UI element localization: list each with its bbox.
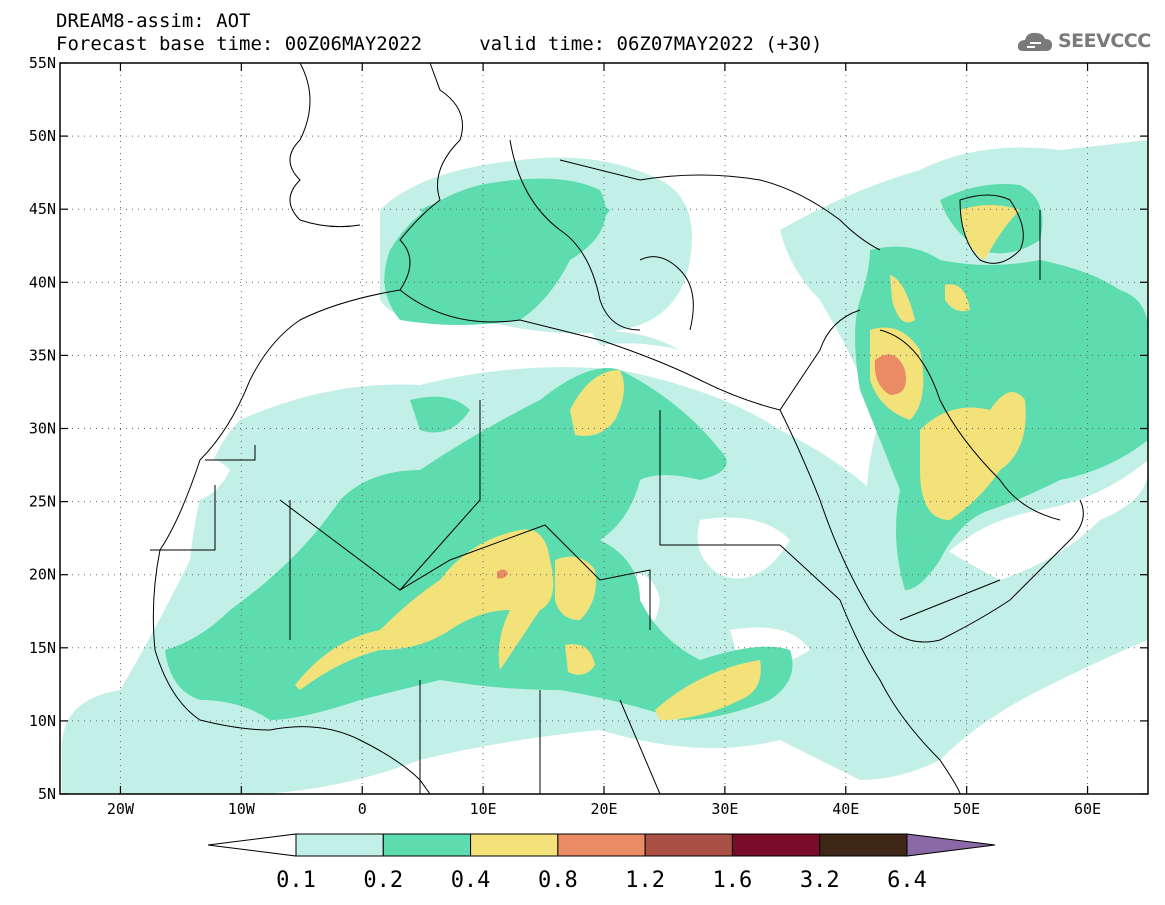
logo-text: SEEVCCC <box>1058 30 1151 52</box>
colorbar-low-triangle <box>207 833 297 857</box>
lon-label: 20W <box>107 800 135 818</box>
colorbar-label: 6.4 <box>887 868 927 893</box>
lon-label: 50E <box>953 800 980 818</box>
colorbar-label: 1.6 <box>712 868 753 893</box>
colorbar-segment <box>819 833 908 857</box>
lon-label: 20E <box>590 800 617 818</box>
colorbar-segment <box>295 833 384 857</box>
longitude-labels: 20W 10W 0 10E 20E 30E 40E 50E 60E <box>107 63 1101 818</box>
lat-label: 20N <box>29 566 56 584</box>
lon-label: 40E <box>832 800 859 818</box>
aot-field <box>61 140 1148 794</box>
cloud-logo-icon <box>1017 32 1052 51</box>
lat-label: 15N <box>29 639 56 657</box>
lat-label: 10N <box>29 712 56 730</box>
lat-label: 25N <box>29 493 56 511</box>
lat-label: 5N <box>38 785 56 803</box>
colorbar-segment <box>470 833 559 857</box>
lat-label: 35N <box>29 346 56 364</box>
title-line-2: Forecast base time: 00Z06MAY2022 valid t… <box>56 33 823 55</box>
colorbar-label: 0.8 <box>537 868 578 893</box>
colorbar-high-triangle <box>906 833 996 857</box>
colorbar-label: 3.2 <box>799 868 840 893</box>
colorbar-label: 0.4 <box>450 868 491 893</box>
colorbar-segment <box>644 833 733 857</box>
colorbar-segment <box>731 833 821 857</box>
lon-label: 60E <box>1074 800 1101 818</box>
lat-label: 30N <box>29 420 56 438</box>
latitude-labels: 5N 10N 15N 20N 25N 30N 35N 40N 45N 50N 55N <box>29 54 1148 803</box>
lon-label: 10E <box>470 800 497 818</box>
coastlines <box>150 63 1084 794</box>
colorbar-label: 0.2 <box>363 868 404 893</box>
colorbar <box>207 833 996 857</box>
lon-label: 0 <box>358 800 367 818</box>
title-line-1: DREAM8-assim: AOT <box>56 10 251 32</box>
lon-label: 10W <box>228 800 256 818</box>
colorbar-segment <box>382 833 472 857</box>
colorbar-label: 1.2 <box>625 868 666 893</box>
lon-label: 30E <box>711 800 738 818</box>
lat-label: 50N <box>29 127 56 145</box>
lat-label: 45N <box>29 200 56 218</box>
colorbar-segment <box>557 833 646 857</box>
colorbar-label: 0.1 <box>276 868 316 893</box>
lat-label: 55N <box>29 54 56 72</box>
lat-label: 40N <box>29 273 56 291</box>
